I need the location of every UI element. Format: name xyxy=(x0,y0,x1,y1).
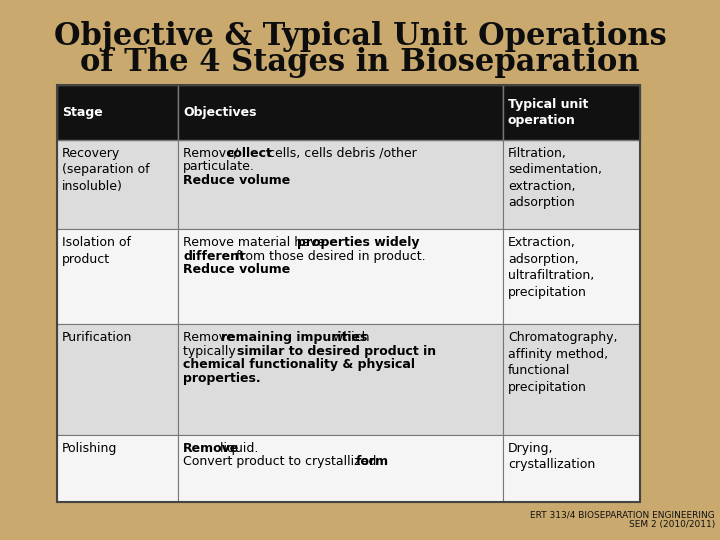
Text: different: different xyxy=(184,250,245,263)
Text: Purification: Purification xyxy=(62,332,132,345)
Text: particulate.: particulate. xyxy=(184,160,255,173)
Text: collect: collect xyxy=(227,147,272,160)
Text: Chromatography,
affinity method,
functional
precipitation: Chromatography, affinity method, functio… xyxy=(508,332,618,394)
Text: typically: typically xyxy=(184,345,240,358)
Text: Remove/: Remove/ xyxy=(184,147,243,160)
Bar xyxy=(57,85,640,502)
Text: Remove: Remove xyxy=(184,442,240,455)
Text: SEM 2 (2010/2011): SEM 2 (2010/2011) xyxy=(629,520,715,529)
Text: ERT 313/4 BIOSEPARATION ENGINEERING: ERT 313/4 BIOSEPARATION ENGINEERING xyxy=(530,510,715,519)
Text: Recovery
(separation of
insoluble): Recovery (separation of insoluble) xyxy=(62,147,150,193)
Text: of The 4 Stages in Bioseparation: of The 4 Stages in Bioseparation xyxy=(80,48,640,78)
Text: which: which xyxy=(329,332,369,345)
Text: Reduce volume: Reduce volume xyxy=(184,174,290,187)
Text: Filtration,
sedimentation,
extraction,
adsorption: Filtration, sedimentation, extraction, a… xyxy=(508,147,602,209)
Text: properties.: properties. xyxy=(184,372,261,385)
Bar xyxy=(503,140,640,230)
Text: remaining impurities: remaining impurities xyxy=(221,332,367,345)
Text: Convert product to crystallized: Convert product to crystallized xyxy=(184,455,381,468)
Bar xyxy=(179,85,503,140)
Text: Stage: Stage xyxy=(62,106,103,119)
Text: Isolation of
product: Isolation of product xyxy=(62,237,131,266)
Text: Remove material have: Remove material have xyxy=(184,237,329,249)
Text: Extraction,
adsorption,
ultrafiltration,
precipitation: Extraction, adsorption, ultrafiltration,… xyxy=(508,237,594,299)
Text: Drying,
crystallization: Drying, crystallization xyxy=(508,442,595,471)
Text: from those desired in product.: from those desired in product. xyxy=(232,250,426,263)
Bar xyxy=(503,85,640,140)
Bar xyxy=(57,435,179,502)
Text: properties widely: properties widely xyxy=(297,237,419,249)
Bar xyxy=(57,230,179,325)
Bar xyxy=(503,435,640,502)
Text: Objective & Typical Unit Operations: Objective & Typical Unit Operations xyxy=(53,21,667,51)
Bar xyxy=(503,230,640,325)
Text: Typical unit
operation: Typical unit operation xyxy=(508,98,588,127)
Text: Objectives: Objectives xyxy=(184,106,257,119)
Bar xyxy=(179,325,503,435)
Bar xyxy=(179,435,503,502)
Bar xyxy=(57,140,179,230)
Bar xyxy=(503,325,640,435)
Bar xyxy=(179,140,503,230)
Text: similar to desired product in: similar to desired product in xyxy=(238,345,436,358)
Bar xyxy=(57,85,179,140)
Text: cells, cells debris /other: cells, cells debris /other xyxy=(264,147,417,160)
Text: liquid.: liquid. xyxy=(216,442,258,455)
Text: Remove: Remove xyxy=(184,332,238,345)
Text: form: form xyxy=(356,455,390,468)
Text: Reduce volume: Reduce volume xyxy=(184,264,290,276)
Text: Polishing: Polishing xyxy=(62,442,117,455)
Bar xyxy=(57,325,179,435)
Text: chemical functionality & physical: chemical functionality & physical xyxy=(184,359,415,372)
Bar xyxy=(179,230,503,325)
